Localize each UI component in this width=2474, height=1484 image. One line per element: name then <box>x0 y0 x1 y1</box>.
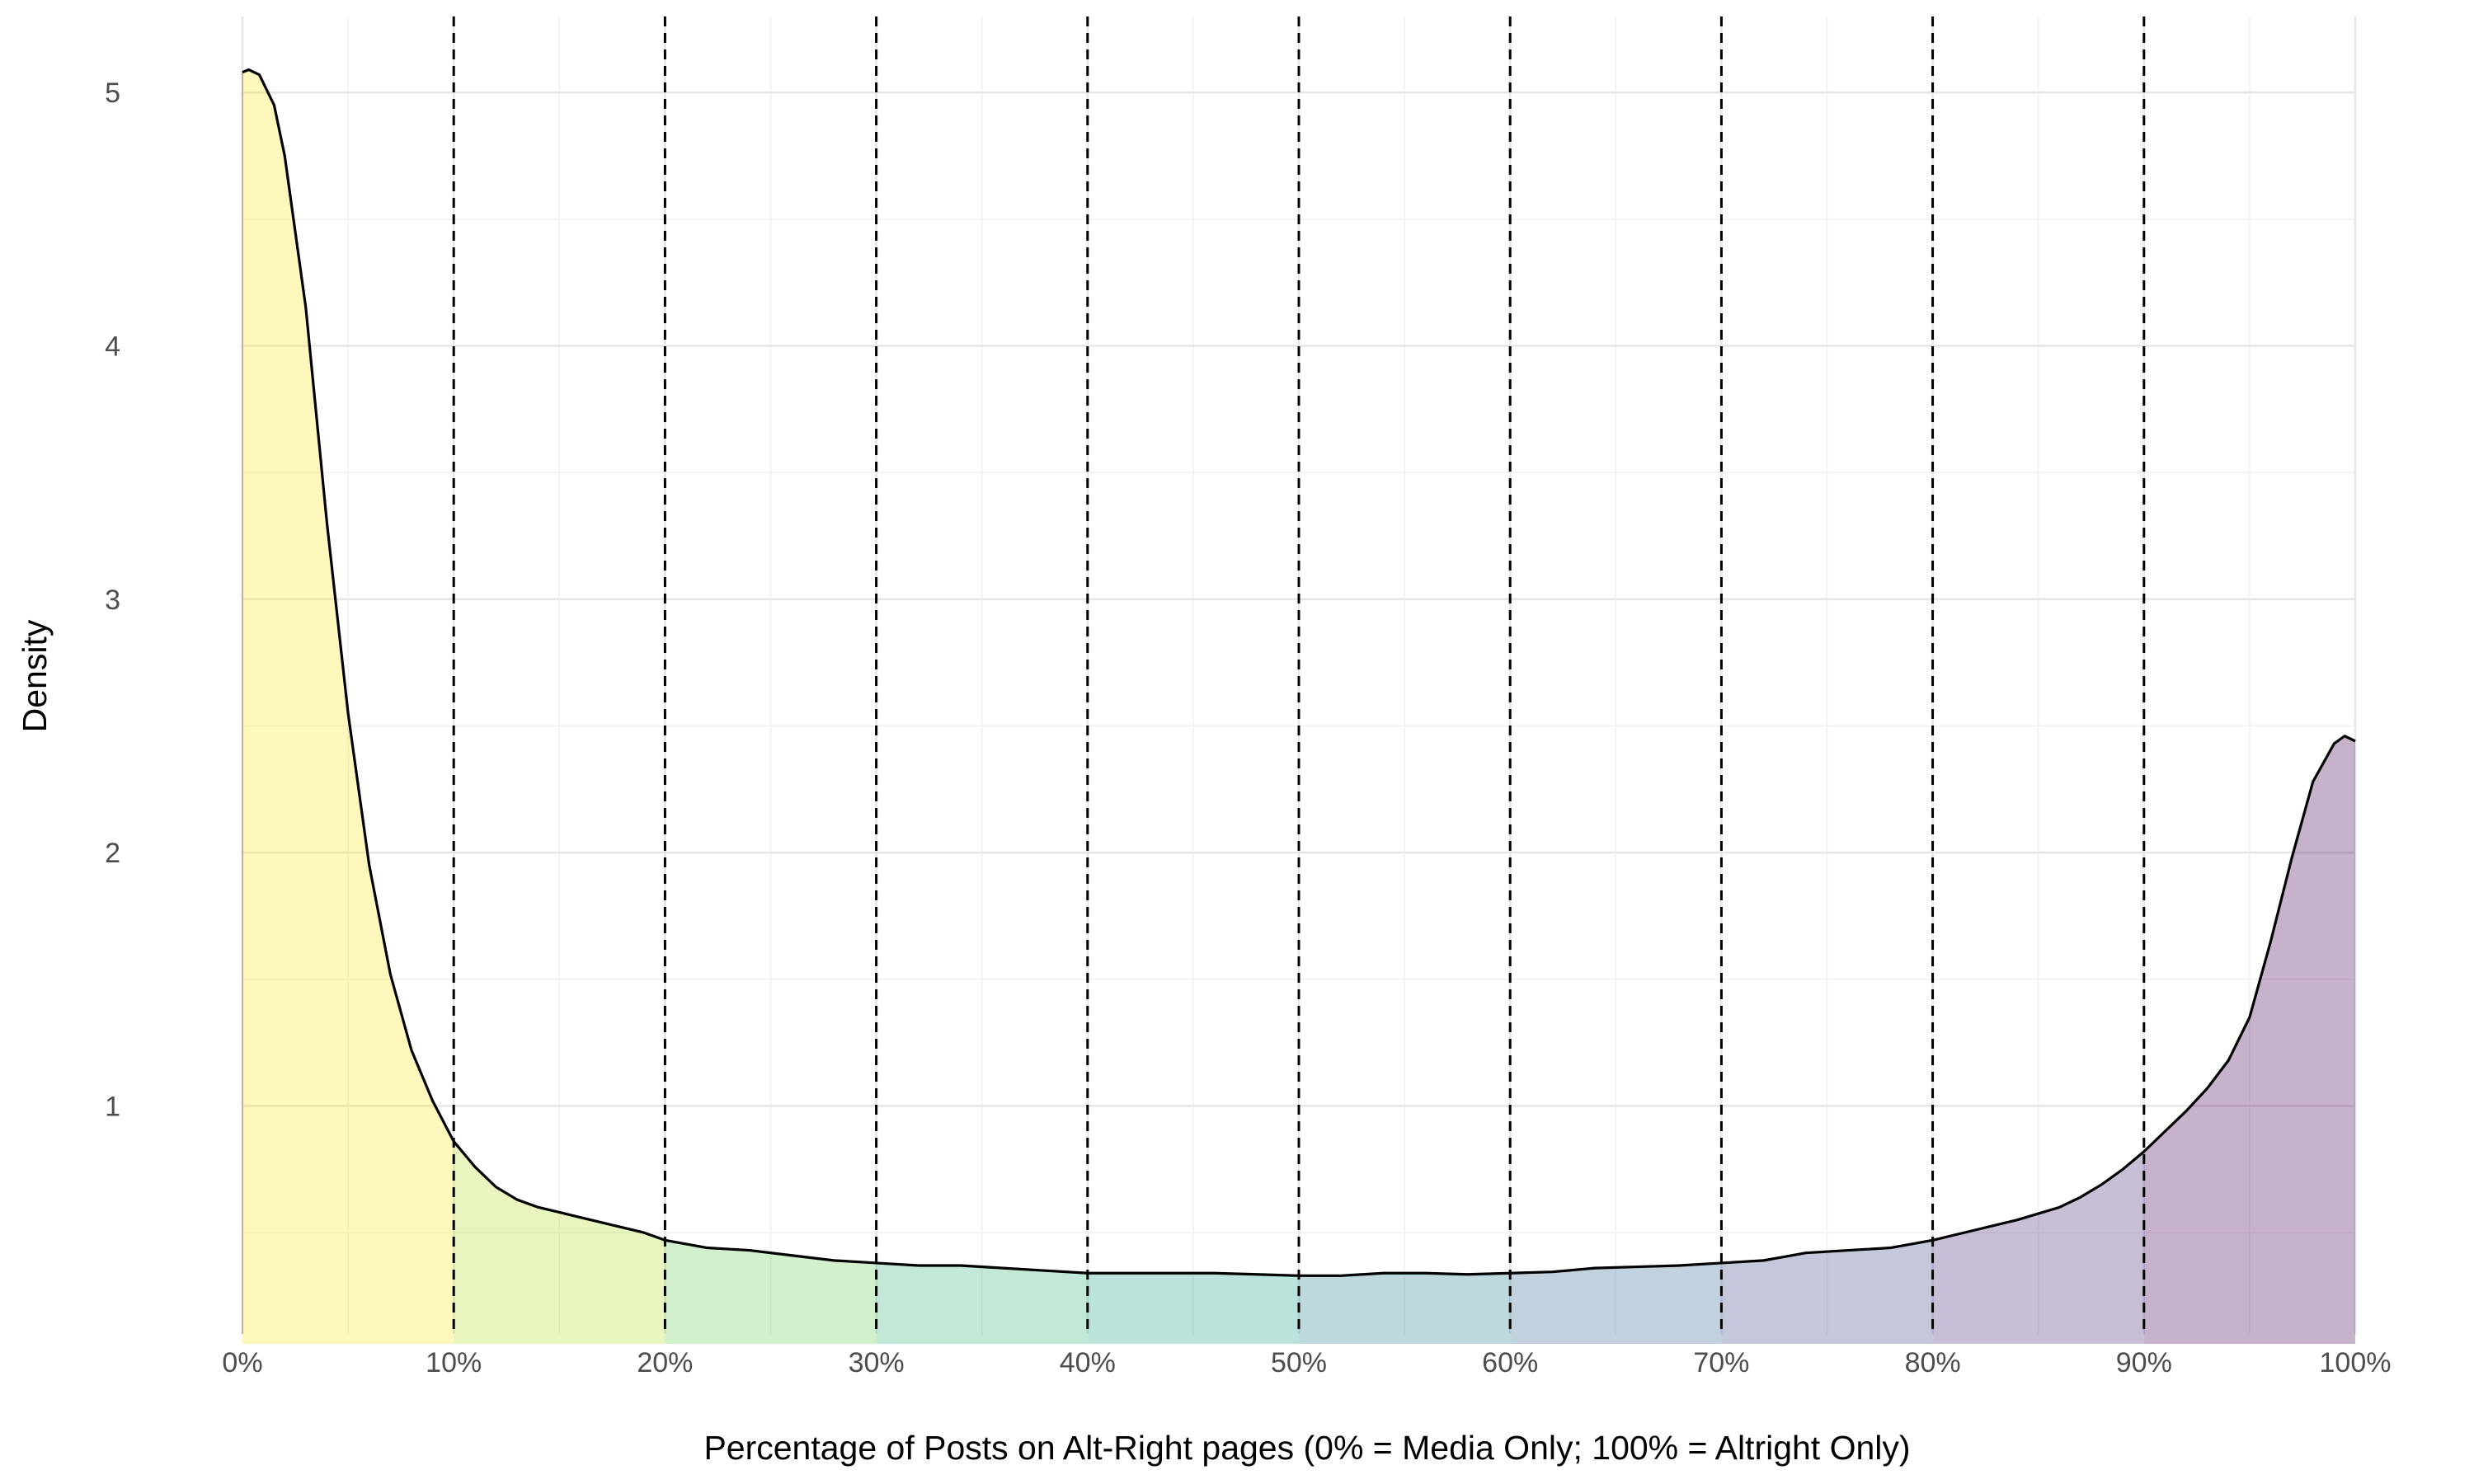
x-tick-label: 90% <box>2116 1347 2172 1378</box>
dashed-reference-lines <box>452 16 2146 1334</box>
density-band <box>1721 1240 1933 1344</box>
density-bands <box>242 69 2355 1344</box>
y-tick-label: 2 <box>105 838 120 869</box>
density-band <box>454 1141 666 1344</box>
density-band <box>1087 1273 1299 1344</box>
x-tick-label: 70% <box>1693 1347 1749 1378</box>
x-tick-label: 50% <box>1271 1347 1327 1378</box>
x-tick-label: 40% <box>1060 1347 1116 1378</box>
x-tick-label: 80% <box>1905 1347 1961 1378</box>
x-tick-label: 0% <box>222 1347 262 1378</box>
density-curve <box>242 68 2356 1277</box>
density-curve-group <box>242 68 2356 1334</box>
y-axis-title: Density <box>16 619 54 732</box>
x-axis-title: Percentage of Posts on Alt-Right pages (… <box>703 1429 1910 1467</box>
x-tick-label: 20% <box>637 1347 693 1378</box>
y-tick-label: 3 <box>105 585 120 616</box>
x-axis-tick-labels: 0% 10% 20% 30% 40% 50% 60% 70% 80% 90% 100% <box>222 1347 2391 1378</box>
x-tick-label: 60% <box>1482 1347 1538 1378</box>
density-band <box>242 69 454 1344</box>
density-band <box>1932 1151 2144 1344</box>
density-band <box>1510 1262 1722 1344</box>
y-tick-label: 1 <box>105 1091 120 1122</box>
y-tick-label: 5 <box>105 77 120 109</box>
density-band <box>876 1262 1088 1344</box>
y-tick-label: 4 <box>105 331 120 363</box>
y-axis-tick-labels: 1 2 3 4 5 <box>105 77 120 1122</box>
density-band <box>665 1240 877 1344</box>
density-band <box>1299 1273 1511 1344</box>
x-tick-label: 30% <box>849 1347 905 1378</box>
density-band <box>2143 735 2355 1344</box>
x-tick-label: 100% <box>2320 1347 2392 1378</box>
x-tick-label: 10% <box>426 1347 482 1378</box>
